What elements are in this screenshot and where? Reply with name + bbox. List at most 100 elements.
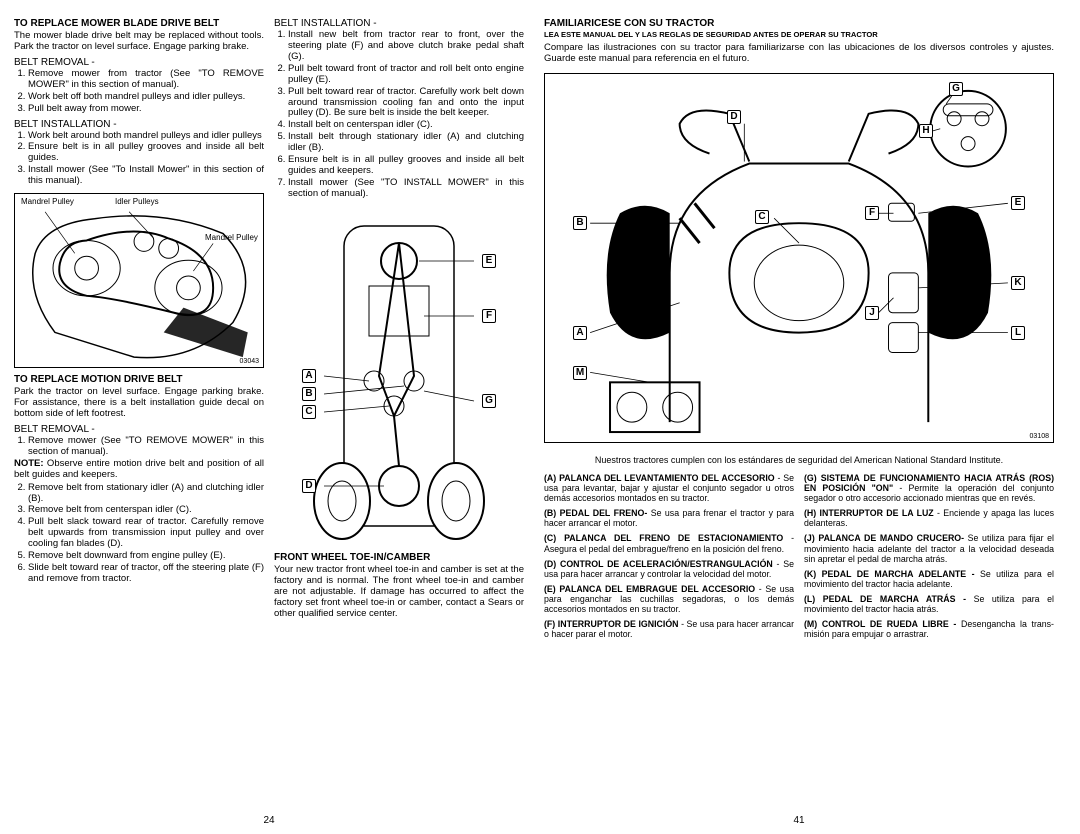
callout-G: G (949, 82, 963, 96)
deck-svg (15, 194, 263, 367)
label-mandrel-pulley-2: Mandrel Pulley (205, 234, 258, 242)
page-number-41: 41 (544, 809, 1054, 826)
callout-A: A (573, 326, 587, 340)
callout-H: H (919, 124, 933, 138)
heading-belt-install-1: BELT INSTALLATION - (14, 119, 264, 130)
list-item: Remove mower from tractor (See "TO REMOV… (28, 69, 264, 91)
tractor-top-diagram: A B C D E F G H J K L M 03108 (544, 73, 1054, 443)
list-item: Pull belt toward front of tractor and ro… (288, 64, 524, 86)
callout-D: D (302, 479, 316, 493)
def-term: (D) CONTROL DE ACELERACIÓN/ESTRANGULACIÓ… (544, 559, 773, 569)
note-label: NOTE: (14, 458, 44, 469)
def-L: (L) PEDAL DE MARCHA ATRÁS - Se utiliza p… (804, 594, 1054, 614)
list-item: Pull belt toward rear of tractor. Carefu… (288, 87, 524, 120)
list-item: Ensure belt is in all pulley grooves and… (288, 155, 524, 177)
list-item: Remove belt from stationary idler (A) an… (28, 483, 264, 505)
list-item: Slide belt toward rear of tractor, off t… (28, 563, 264, 585)
list-item: Remove mower (See "TO REMOVE MOWER" in t… (28, 436, 264, 458)
def-term: (L) PEDAL DE MARCHA ATRÁS - (804, 594, 966, 604)
list-item: Pull belt away from mower. (28, 104, 264, 115)
def-term: (F) INTERRUPTOR DE IGNICIÓN (544, 619, 679, 629)
callout-E: E (482, 254, 496, 268)
def-term: (B) PEDAL DEL FRENO- (544, 508, 647, 518)
heading-replace-blade-belt: TO REPLACE MOWER BLADE DRIVE BELT (14, 18, 264, 29)
def-term: (K) PEDAL DE MARCHA ADELANTE - (804, 569, 975, 579)
label-idler-pulleys: Idler Pulleys (115, 198, 159, 206)
def-A: (A) PALANCA DEL LEVANTAMIENTO DEL ACCESO… (544, 473, 794, 503)
def-term: (C) PALANCA DEL FRENO DE ESTACIONAMIENTO (544, 533, 783, 543)
callout-M: M (573, 366, 587, 380)
list-belt-removal-2b: Remove belt from stationary idler (A) an… (14, 483, 264, 585)
callout-C: C (302, 405, 316, 419)
heading-familiaricese: FAMILIARICESE CON SU TRACTOR (544, 18, 1054, 29)
def-term: (E) PALANCA DEL EMBRAGUE DEL ACCESORIO (544, 584, 755, 594)
def-F: (F) INTERRUPTOR DE IGNICIÓN - Se usa par… (544, 619, 794, 639)
def-J: (J) PALANCA DE MANDO CRUCERO- Se utiliza… (804, 533, 1054, 563)
def-H: (H) INTERRUPTOR DE LA LUZ - Enciende y a… (804, 508, 1054, 528)
heading-belt-removal-2: BELT REMOVAL - (14, 424, 264, 435)
def-term: (J) PALANCA DE MANDO CRUCERO- (804, 533, 964, 543)
list-item: Pull belt slack toward rear of tractor. … (28, 517, 264, 550)
list-item: Install belt through stationary idler (A… (288, 132, 524, 154)
heading-belt-install-2: BELT INSTALLATION - (274, 18, 524, 29)
def-term: (A) PALANCA DEL LEVANTAMIENTO DEL ACCESO… (544, 473, 775, 483)
callout-B: B (573, 216, 587, 230)
list-item: Install mower (See "To Install Mower" in… (28, 165, 264, 187)
callout-G: G (482, 394, 496, 408)
chassis-belt-diagram: E F A B C G D (274, 206, 524, 546)
para-compare: Compare las ilustraciones con su tractor… (544, 43, 1054, 65)
page-24: TO REPLACE MOWER BLADE DRIVE BELT The mo… (14, 18, 534, 826)
heading-toe-in: FRONT WHEEL TOE-IN/CAMBER (274, 552, 524, 563)
callout-E: E (1011, 196, 1025, 210)
def-G: (G) SISTEMA DE FUNCIONAMIENTO HACIA ATRÁ… (804, 473, 1054, 503)
para-blade-intro: The mower blade drive belt may be replac… (14, 31, 264, 53)
mower-deck-diagram: Mandrel Pulley Idler Pulleys Mandrel Pul… (14, 193, 264, 368)
heading-replace-motion-belt: TO REPLACE MOTION DRIVE BELT (14, 374, 264, 385)
list-belt-removal-2a: Remove mower (See "TO REMOVE MOWER" in t… (14, 436, 264, 458)
callout-D: D (727, 110, 741, 124)
callout-L: L (1011, 326, 1025, 340)
page-24-columns: TO REPLACE MOWER BLADE DRIVE BELT The mo… (14, 18, 524, 809)
heading-belt-removal-1: BELT REMOVAL - (14, 57, 264, 68)
page-41: FAMILIARICESE CON SU TRACTOR LEA ESTE MA… (534, 18, 1054, 826)
callout-K: K (1011, 276, 1025, 290)
def-M: (M) CONTROL DE RUEDA LIBRE - Desengancha… (804, 619, 1054, 639)
list-belt-install-2: Install new belt from tractor rear to fr… (274, 30, 524, 200)
defs-col-2: (G) SISTEMA DE FUNCIONAMIENTO HACIA ATRÁ… (804, 473, 1054, 645)
page24-col2: BELT INSTALLATION - Install new belt fro… (274, 18, 524, 809)
definitions-columns: (A) PALANCA DEL LEVANTAMIENTO DEL ACCESO… (544, 473, 1054, 645)
diagram-id: 03108 (1030, 433, 1049, 440)
subhead-lea-manual: LEA ESTE MANUAL DEL Y LAS REGLAS DE SEGU… (544, 31, 1054, 40)
para-motion-intro: Park the tractor on level surface. Engag… (14, 387, 264, 420)
list-belt-removal-1: Remove mower from tractor (See "TO REMOV… (14, 69, 264, 115)
def-K: (K) PEDAL DE MARCHA ADELANTE - Se utiliz… (804, 569, 1054, 589)
label-mandrel-pulley-1: Mandrel Pulley (21, 198, 74, 206)
callout-F: F (482, 309, 496, 323)
defs-col-1: (A) PALANCA DEL LEVANTAMIENTO DEL ACCESO… (544, 473, 794, 645)
def-term: (M) CONTROL DE RUEDA LIBRE - (804, 619, 956, 629)
page24-col1: TO REPLACE MOWER BLADE DRIVE BELT The mo… (14, 18, 264, 809)
page-number-24: 24 (14, 809, 524, 826)
list-belt-install-1: Work belt around both mandrel pulleys an… (14, 131, 264, 188)
note-observe: NOTE: Observe entire motion drive belt a… (14, 459, 264, 481)
list-item: Install belt on centerspan idler (C). (288, 120, 524, 131)
standards-note: Nuestros tractores cumplen con los están… (544, 455, 1054, 465)
list-item: Ensure belt is in all pulley grooves and… (28, 142, 264, 164)
callout-C: C (755, 210, 769, 224)
def-term: (H) INTERRUPTOR DE LA LUZ (804, 508, 934, 518)
def-B: (B) PEDAL DEL FRENO- Se usa para frenar … (544, 508, 794, 528)
callout-B: B (302, 387, 316, 401)
def-C: (C) PALANCA DEL FRENO DE ESTACIONAMIENTO… (544, 533, 794, 553)
callout-J: J (865, 306, 879, 320)
diagram-id: 03043 (240, 358, 259, 365)
def-E: (E) PALANCA DEL EMBRAGUE DEL ACCESORIO -… (544, 584, 794, 614)
callout-F: F (865, 206, 879, 220)
note-text: Observe entire motion drive belt and pos… (14, 458, 264, 480)
para-toe-in: Your new tractor front wheel toe-in and … (274, 565, 524, 620)
list-item: Install mower (See "TO INSTALL MOWER" in… (288, 178, 524, 200)
list-item: Work belt off both mandrel pulleys and i… (28, 92, 264, 103)
list-item: Remove belt downward from engine pulley … (28, 551, 264, 562)
def-D: (D) CONTROL DE ACELERACIÓN/ESTRANGULACIÓ… (544, 559, 794, 579)
callout-A: A (302, 369, 316, 383)
list-item: Work belt around both mandrel pulleys an… (28, 131, 264, 142)
